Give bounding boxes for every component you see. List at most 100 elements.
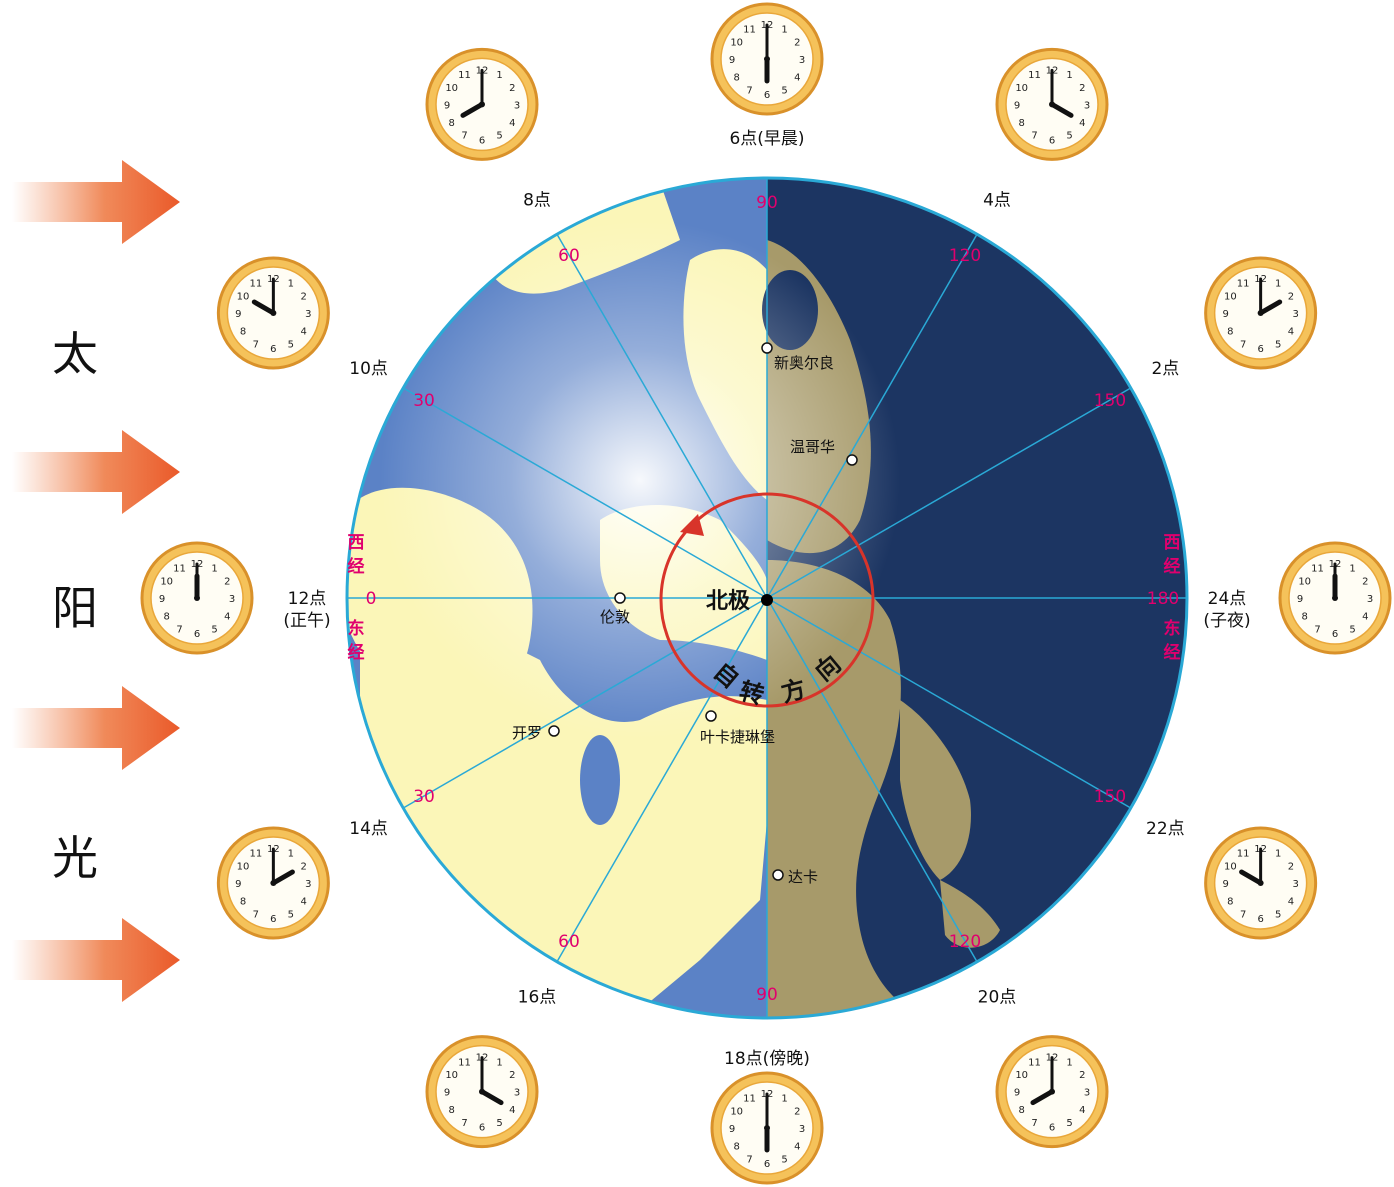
time-label: 10点: [349, 359, 388, 379]
time-label: 16点: [518, 987, 557, 1007]
clock-hour-hand: [1049, 101, 1074, 118]
clock-icon: 121234567891011: [216, 256, 330, 370]
clock-numeral: 3: [305, 879, 311, 890]
east-longitude-char: 东: [348, 618, 365, 639]
clock-numeral: 3: [1292, 879, 1298, 890]
city-dot: [705, 710, 717, 722]
clock-numeral: 3: [1292, 309, 1298, 320]
clock-hour-hand: [270, 869, 295, 886]
longitude-tick-label: 60: [558, 932, 580, 952]
meridian-line: [766, 233, 978, 599]
longitude-tick-label: 150: [1094, 787, 1126, 807]
rotation-circle: [659, 492, 875, 708]
clock-numeral: 6: [270, 344, 276, 355]
time-label: 12点: [288, 589, 327, 609]
clock-numeral: 11: [1311, 564, 1324, 575]
clock-numeral: 2: [300, 862, 306, 873]
clock-numeral: 1: [288, 849, 294, 860]
clock-numeral: 5: [781, 85, 787, 96]
clock-numeral: 1: [496, 70, 502, 81]
clock-numeral: 7: [461, 1118, 467, 1129]
clock-numeral: 8: [1019, 1105, 1025, 1116]
clock-numeral: 8: [164, 612, 170, 623]
clock-numeral: 1: [1066, 70, 1072, 81]
clock-center: [764, 56, 770, 62]
meridian-line: [766, 597, 1132, 809]
longitude-direction-labels: 西 经 东 经 西 经 东 经: [348, 533, 1181, 663]
sunlight-label-char: 光: [52, 831, 98, 885]
meridian-lines: [347, 178, 1187, 1018]
clock-numeral: 10: [445, 83, 458, 94]
red-sea: [580, 735, 620, 825]
clock-numeral: 11: [1028, 70, 1041, 81]
clock-numeral: 4: [794, 1142, 800, 1153]
meridian-line: [766, 597, 978, 963]
clock-numeral: 5: [288, 339, 294, 350]
clock-numeral: 6: [1332, 629, 1338, 640]
clock-numeral: 11: [249, 849, 262, 860]
clock-numeral: 3: [514, 100, 520, 111]
clock-numeral: 10: [1224, 292, 1237, 303]
clock-numeral: 6: [764, 1159, 770, 1170]
time-labels: 12点(正午) 14点 16点 18点(傍晚) 20点 22点 24点(子夜) 2点 4点 6点(…: [283, 129, 1250, 1069]
longitude-tick-label: 90: [756, 985, 778, 1005]
clocks: 1212345678910111212345678910111212345678…: [140, 2, 1392, 1185]
time-label-sub: (子夜): [1203, 611, 1250, 631]
clock-numeral: 4: [1288, 327, 1294, 338]
rotation-arrow-icon: [680, 514, 704, 536]
clock-numeral: 7: [746, 1154, 752, 1165]
clock-numeral: 7: [461, 131, 467, 142]
north-pole-dot: [761, 594, 773, 606]
clock-numeral: 7: [746, 85, 752, 96]
clock-numeral: 5: [288, 909, 294, 920]
north-pole-label: 北极: [706, 589, 751, 614]
clock-numeral: 3: [514, 1088, 520, 1099]
time-label: 2点: [1151, 359, 1179, 379]
clock-numeral: 10: [1224, 862, 1237, 873]
clock-numeral: 9: [729, 1124, 735, 1135]
time-label: 4点: [983, 191, 1011, 211]
clock-numeral: 4: [509, 1105, 515, 1116]
clock-numeral: 5: [781, 1154, 787, 1165]
clock-icon: 121234567891011: [1204, 826, 1318, 940]
longitude-tick-label: 60: [558, 246, 580, 266]
clock-numeral: 4: [1079, 118, 1085, 129]
time-label: 14点: [349, 819, 388, 839]
meridian-line: [766, 387, 1132, 599]
meridian-line: [402, 597, 768, 809]
clock-numeral: 6: [764, 90, 770, 101]
east-longitude-char: 经: [1164, 642, 1181, 663]
clock-icon: 121234567891011: [995, 1035, 1109, 1149]
clock-numeral: 9: [1222, 309, 1228, 320]
clock-numeral: 8: [734, 1142, 740, 1153]
clock-numeral: 10: [237, 862, 250, 873]
longitude-tick-label: 30: [413, 391, 435, 411]
clock-numeral: 3: [1367, 594, 1373, 605]
clock-hour-hand: [1258, 299, 1283, 316]
sunlight-arrow-icon: [12, 686, 180, 770]
clock-numeral: 5: [496, 131, 502, 142]
clock-hour-hand: [251, 299, 276, 316]
longitude-tick-label: 90: [756, 193, 778, 213]
time-label: 8点: [523, 191, 551, 211]
sunlight-arrow-icon: [12, 918, 180, 1002]
clock-numeral: 4: [1079, 1105, 1085, 1116]
clock-numeral: 8: [734, 73, 740, 84]
clock-numeral: 2: [1288, 292, 1294, 303]
clock-center: [270, 880, 277, 886]
clock-numeral: 2: [794, 1107, 800, 1118]
clock-numeral: 1: [781, 1094, 787, 1105]
clock-center: [764, 1125, 770, 1131]
time-label-sub: (正午): [283, 611, 330, 631]
clock-icon: 121234567891011: [1204, 256, 1318, 370]
clock-numeral: 4: [1288, 897, 1294, 908]
clock-numeral: 10: [730, 1107, 743, 1118]
time-label: 6点(早晨): [729, 129, 804, 149]
clock-numeral: 2: [1288, 862, 1294, 873]
city-dot: [548, 725, 560, 737]
clock-center: [1257, 310, 1264, 316]
clock-numeral: 5: [1349, 624, 1355, 635]
clock-numeral: 7: [1031, 1118, 1037, 1129]
